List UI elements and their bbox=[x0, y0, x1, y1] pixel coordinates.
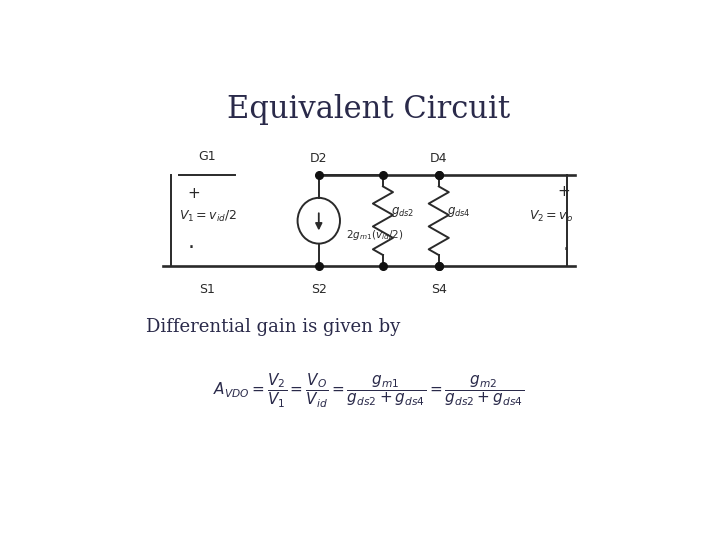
Text: G1: G1 bbox=[199, 150, 216, 163]
Text: ·: · bbox=[563, 240, 570, 260]
Text: $V_2=v_o$: $V_2=v_o$ bbox=[528, 209, 572, 224]
Text: +: + bbox=[557, 184, 570, 199]
Text: $2g_{m1}(v_{id}/2)$: $2g_{m1}(v_{id}/2)$ bbox=[346, 227, 402, 241]
Text: Equivalent Circuit: Equivalent Circuit bbox=[228, 94, 510, 125]
Text: S1: S1 bbox=[199, 283, 215, 296]
Text: $V_1=v_{id}/2$: $V_1=v_{id}/2$ bbox=[179, 209, 237, 224]
Text: Differential gain is given by: Differential gain is given by bbox=[145, 318, 400, 336]
Text: $g_{ds4}$: $g_{ds4}$ bbox=[447, 205, 471, 219]
Text: $g_{ds2}$: $g_{ds2}$ bbox=[392, 205, 415, 219]
Text: D4: D4 bbox=[430, 152, 448, 165]
Text: $A_{VDO} = \dfrac{V_2}{V_1} = \dfrac{V_O}{V_{id}} = \dfrac{g_{m1}}{g_{ds2}+g_{ds: $A_{VDO} = \dfrac{V_2}{V_1} = \dfrac{V_O… bbox=[214, 372, 524, 410]
Text: ·: · bbox=[188, 238, 194, 258]
Text: D2: D2 bbox=[310, 152, 328, 165]
Text: S4: S4 bbox=[431, 283, 446, 296]
Text: +: + bbox=[188, 186, 200, 201]
Text: S2: S2 bbox=[311, 283, 327, 296]
